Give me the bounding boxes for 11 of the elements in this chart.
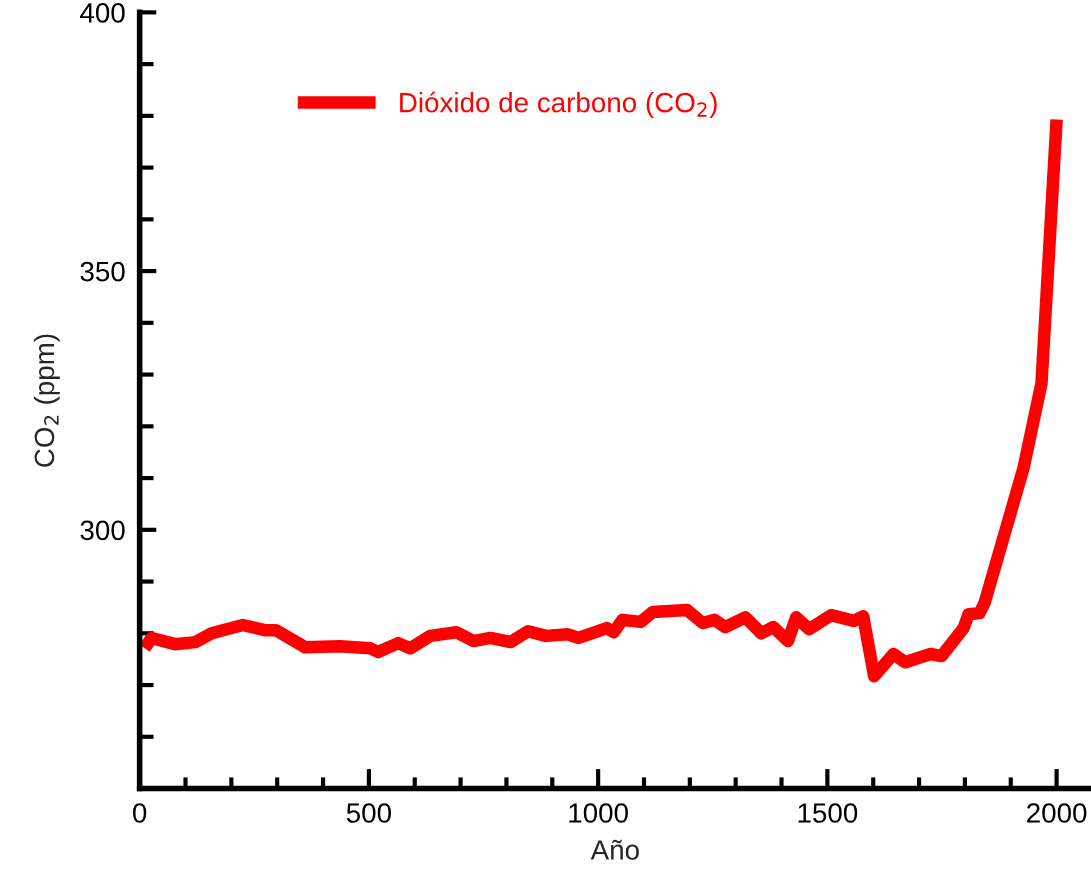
y-axis-title: CO$_{2}$ (ppm): [33, 334, 60, 467]
x-tick-label: 1500: [798, 803, 858, 823]
x-tick-label: 0: [133, 803, 147, 823]
legend-label: Dióxido de carbono (CO$_{2}$): [400, 91, 717, 118]
y-tick-label: 300: [80, 520, 125, 541]
x-tick-label: 1000: [569, 803, 628, 823]
x-tick-label: 500: [346, 803, 391, 823]
x-axis-title: Año: [590, 839, 639, 860]
y-tick-label: 350: [80, 261, 125, 282]
x-tick-label: 2000: [1027, 803, 1087, 823]
y-tick-label: 400: [80, 3, 125, 23]
